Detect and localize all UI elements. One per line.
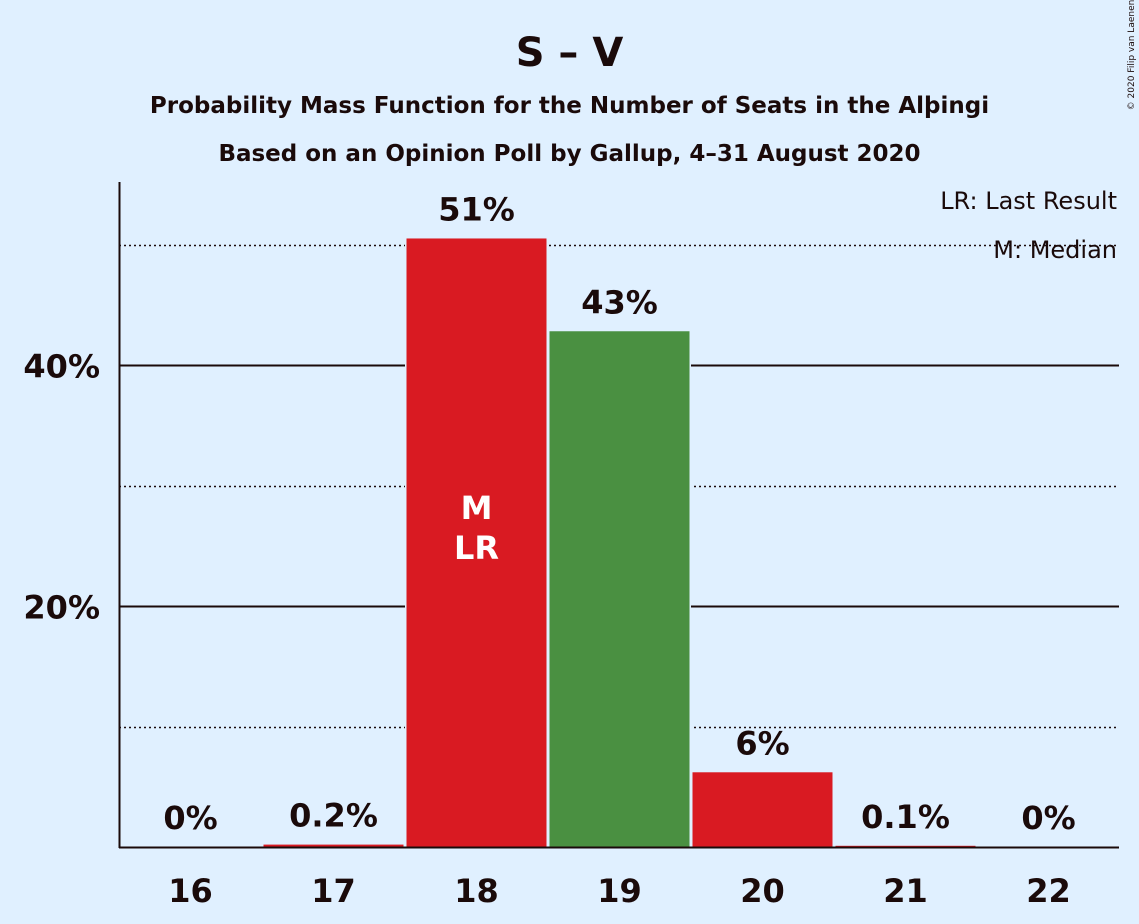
data-label: 0% — [1021, 799, 1075, 837]
in-bar-label: LR — [454, 529, 499, 567]
data-label: 0.2% — [289, 797, 378, 835]
in-bar-label: M — [461, 489, 493, 527]
x-tick-label: 20 — [740, 872, 785, 910]
bar-seat-19 — [549, 331, 690, 847]
data-label: 51% — [438, 190, 515, 228]
bar-seat-17 — [263, 844, 404, 847]
data-label: 6% — [735, 724, 789, 762]
labels: 20% 40% 0% 16 0.2% 17 51% 18 MLR 43% 19 6% 20 0.1% 21 0… — [23, 190, 1075, 910]
data-label: 0.1% — [861, 798, 950, 836]
x-tick-label: 17 — [311, 872, 356, 910]
chart-title: S – V — [516, 30, 624, 76]
y-tick-label: 20% — [23, 589, 100, 627]
data-label: 0% — [163, 799, 217, 837]
copyright-text: © 2020 Filip van Laenen — [1127, 0, 1137, 110]
x-tick-label: 18 — [454, 872, 499, 910]
bar-seat-20 — [692, 772, 833, 847]
x-tick-label: 16 — [168, 872, 213, 910]
x-tick-label: 19 — [597, 872, 642, 910]
bars — [262, 238, 977, 848]
legend-median: M: Median — [993, 236, 1117, 264]
y-tick-label: 40% — [23, 348, 100, 386]
chart-subtitle-2: Based on an Opinion Poll by Gallup, 4–31… — [218, 141, 920, 167]
chart-subtitle: Probability Mass Function for the Number… — [150, 93, 989, 119]
x-tick-label: 22 — [1026, 872, 1071, 910]
legend-last-result: LR: Last Result — [940, 187, 1117, 215]
bar-seat-18 — [406, 238, 547, 848]
x-tick-label: 21 — [883, 872, 928, 910]
data-label: 43% — [581, 283, 658, 321]
bar-seat-21 — [835, 845, 976, 847]
